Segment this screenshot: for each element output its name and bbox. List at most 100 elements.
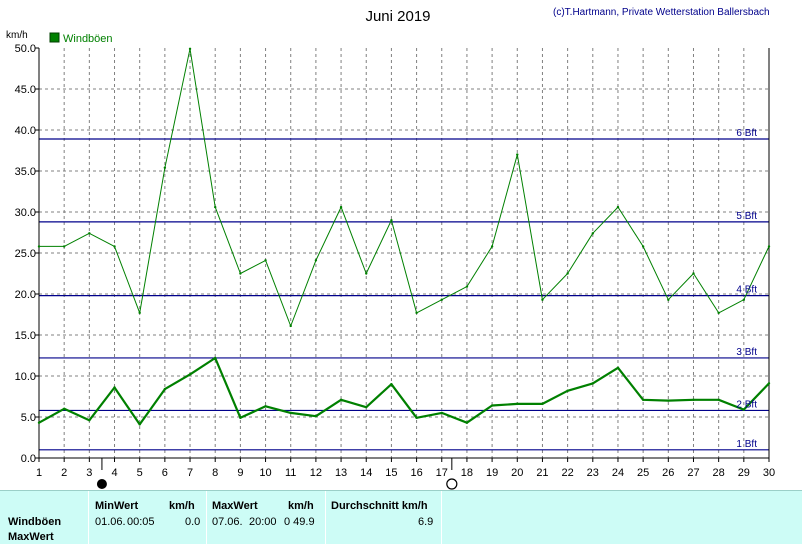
data-point-average [616, 366, 620, 369]
data-point-average [465, 421, 469, 424]
copyright-text: (c)T.Hartmann, Private Wetterstation Bal… [553, 7, 770, 18]
data-point-average [339, 398, 343, 401]
data-point-max [239, 272, 242, 275]
data-point-average [667, 399, 670, 402]
max-unit: km/h [288, 500, 314, 512]
x-tick-label: 7 [187, 467, 193, 479]
data-point-average [264, 405, 267, 408]
new-moon-icon [96, 479, 107, 489]
data-point-average [188, 373, 192, 376]
data-point-max [465, 285, 469, 288]
x-tick-label: 26 [662, 467, 674, 479]
y-unit-label: km/h [6, 30, 28, 41]
beaufort-label: 3 Bft [736, 347, 757, 358]
max-value: 0 49.9 [284, 516, 315, 528]
data-point-max [591, 232, 594, 235]
avg-value: 6.9 [418, 516, 434, 528]
data-point-max [390, 219, 393, 222]
data-point-average [289, 411, 292, 415]
legend-entry: Windböen [63, 33, 113, 45]
x-tick-label: 20 [511, 467, 523, 479]
x-tick-label: 8 [212, 467, 218, 479]
stats-panel: Windböen MaxWert MinWert km/h 01.06. 00:… [0, 490, 802, 544]
x-tick-label: 11 [285, 467, 296, 479]
y-tick-label: 45.0 [15, 84, 36, 96]
x-tick-label: 18 [461, 467, 473, 479]
data-point-max [365, 272, 368, 275]
data-point-average [62, 407, 66, 410]
data-point-average [566, 389, 569, 392]
data-point-max [641, 245, 645, 248]
data-point-average [314, 414, 318, 418]
data-point-max [717, 311, 720, 315]
y-tick-label: 50.0 [15, 43, 36, 55]
beaufort-label: 1 Bft [736, 439, 757, 450]
data-point-average [37, 421, 41, 424]
beaufort-label: 6 Bft [736, 128, 757, 139]
x-tick-label: 19 [486, 467, 498, 479]
max-time: 20:00 [249, 516, 277, 528]
min-header: MinWert [95, 500, 139, 512]
data-point-max [314, 259, 318, 262]
data-point-average [490, 404, 494, 407]
beaufort-label: 5 Bft [736, 211, 757, 222]
y-tick-label: 5.0 [21, 412, 36, 424]
data-point-max [767, 245, 771, 248]
full-moon-icon [446, 478, 458, 490]
chart-title: Juni 2019 [365, 8, 430, 25]
data-point-average [138, 423, 141, 426]
divider [206, 491, 207, 544]
x-tick-label: 14 [360, 467, 372, 479]
data-point-max [742, 298, 746, 301]
x-tick-label: 23 [587, 467, 599, 479]
beaufort-label: 4 Bft [736, 285, 757, 296]
x-tick-label: 3 [86, 467, 92, 479]
data-point-max [88, 232, 91, 235]
data-point-max [62, 245, 66, 248]
data-point-max [440, 298, 443, 301]
min-unit: km/h [169, 500, 195, 512]
data-point-average [214, 356, 217, 360]
data-point-average [692, 398, 695, 401]
data-point-max [692, 272, 695, 275]
x-tick-label: 29 [738, 467, 750, 479]
x-tick-label: 30 [763, 467, 775, 479]
y-tick-label: 15.0 [15, 330, 36, 342]
data-point-average [742, 408, 746, 411]
x-tick-label: 6 [162, 467, 168, 479]
y-tick-label: 10.0 [15, 371, 36, 383]
data-point-average [541, 402, 544, 406]
data-point-max [188, 47, 192, 51]
y-tick-label: 20.0 [15, 289, 36, 301]
x-tick-label: 5 [137, 467, 143, 479]
min-value: 0.0 [185, 516, 201, 528]
data-point-average [163, 387, 167, 391]
y-tick-label: 30.0 [15, 207, 36, 219]
data-point-average [591, 382, 594, 385]
data-point-average [113, 386, 116, 389]
chart-svg: 1 2 3 4 5 6 7 8 9 10 11 12 13 14 15 16 17 18 19 20 21 22 23 24 2… [6, 7, 775, 490]
data-point-max [566, 272, 569, 275]
x-tick-label: 2 [61, 467, 67, 479]
data-point-max [541, 298, 544, 301]
x-tick-label: 1 [36, 467, 42, 479]
data-point-max [264, 259, 267, 262]
series-line-average [38, 356, 770, 426]
x-tick-label: 12 [310, 467, 322, 479]
data-point-average [365, 405, 368, 409]
data-point-average [516, 402, 519, 406]
data-point-max [667, 298, 670, 301]
y-tick-label: 0.0 [21, 453, 36, 465]
y-tick-label: 40.0 [15, 125, 36, 137]
data-point-average [390, 383, 393, 386]
y-tick-label: 35.0 [15, 166, 36, 178]
data-point-average [415, 416, 418, 420]
data-point-average [641, 398, 645, 401]
x-tick-label: 13 [335, 467, 347, 479]
data-point-max [138, 311, 141, 315]
data-point-max [490, 245, 494, 248]
data-point-average [767, 382, 771, 385]
x-tick-label: 28 [713, 467, 725, 479]
series-line-max [39, 48, 770, 327]
legend-swatch [49, 32, 60, 43]
